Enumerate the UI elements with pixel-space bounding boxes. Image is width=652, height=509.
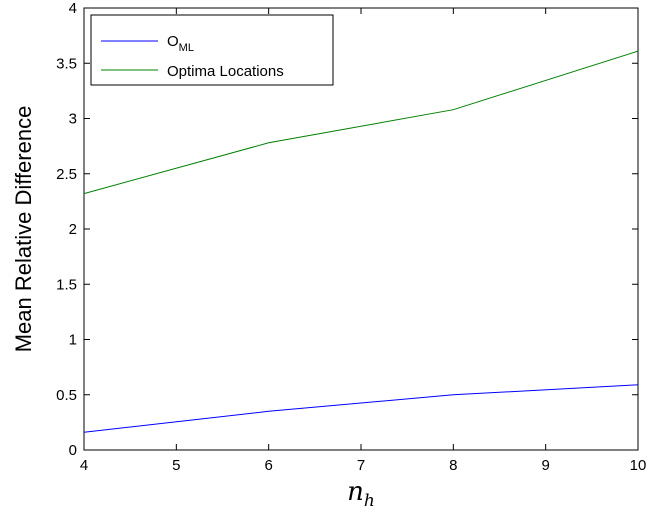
x-tick-label: 10 bbox=[630, 457, 647, 474]
legend: OML Optima Locations bbox=[90, 14, 334, 86]
x-axis-label-sub: h bbox=[364, 491, 375, 509]
x-tick-label: 7 bbox=[357, 457, 365, 474]
y-tick-label: 4 bbox=[69, 0, 77, 17]
legend-label-oml-main: O bbox=[167, 33, 179, 50]
legend-label-oml-sub: ML bbox=[179, 42, 194, 54]
x-tick-label: 5 bbox=[172, 457, 180, 474]
x-axis-label: nh bbox=[347, 477, 375, 509]
x-ticks: 4 5 6 7 8 9 10 bbox=[80, 8, 647, 474]
legend-label-oml: OML bbox=[167, 33, 194, 54]
y-tick-label: 2 bbox=[69, 221, 77, 238]
y-ticks: 0 0.5 1 1.5 2 2.5 3 3.5 4 bbox=[56, 0, 638, 459]
legend-label-optima: Optima Locations bbox=[167, 63, 284, 80]
x-axis-label-main: n bbox=[347, 477, 364, 507]
series-line-oml bbox=[83, 384, 639, 433]
legend-box bbox=[90, 14, 334, 86]
series-lines bbox=[83, 50, 639, 433]
y-tick-label: 0 bbox=[69, 442, 77, 459]
y-tick-label: 2.5 bbox=[56, 166, 77, 183]
x-tick-label: 8 bbox=[449, 457, 457, 474]
y-tick-label: 1.5 bbox=[56, 276, 77, 293]
series-line-optima-locations bbox=[83, 50, 639, 195]
x-tick-label: 6 bbox=[264, 457, 272, 474]
x-tick-label: 9 bbox=[541, 457, 549, 474]
y-axis-label: Mean Relative Difference bbox=[11, 106, 36, 353]
y-tick-label: 1 bbox=[69, 332, 77, 349]
x-tick-label: 4 bbox=[80, 457, 88, 474]
y-tick-label: 0.5 bbox=[56, 387, 77, 404]
y-tick-label: 3.5 bbox=[56, 55, 77, 72]
y-tick-label: 3 bbox=[69, 111, 77, 128]
